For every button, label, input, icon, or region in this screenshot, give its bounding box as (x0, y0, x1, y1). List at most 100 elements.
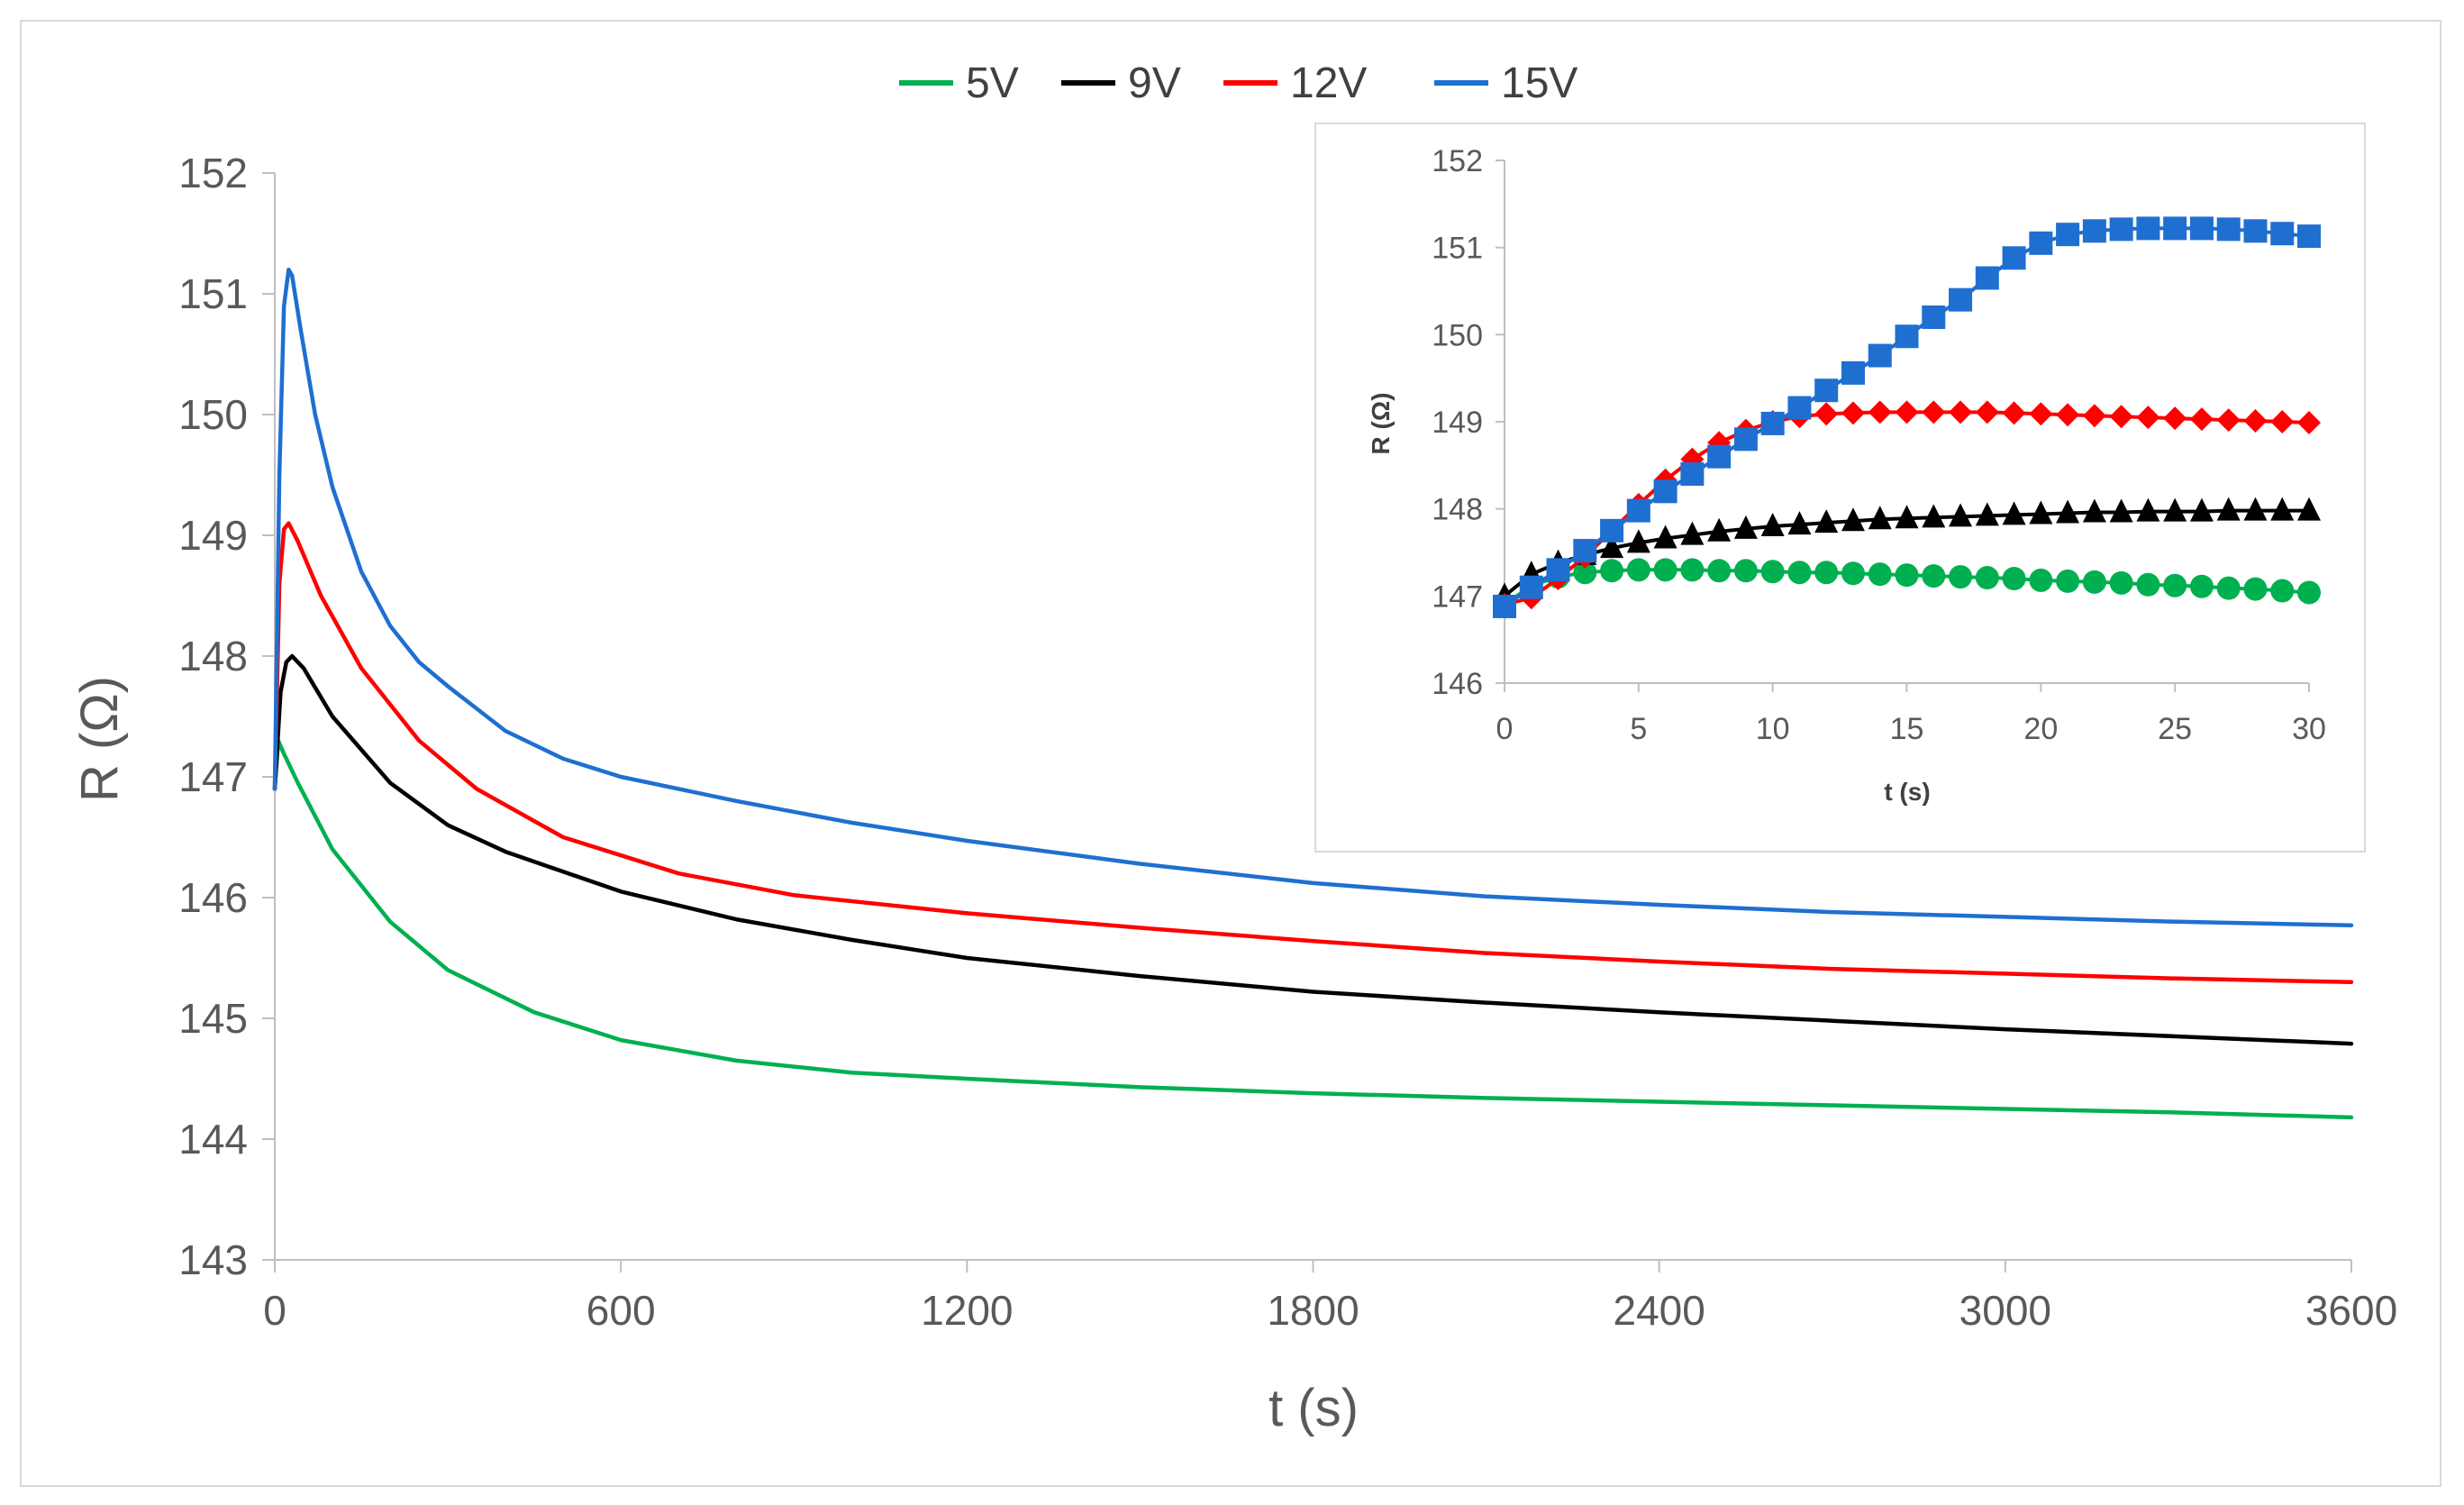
main-y-axis-title: R (Ω) (70, 676, 129, 802)
inset-point-12v (2189, 407, 2214, 432)
legend-label-5v: 5V (966, 59, 1019, 107)
inset-point-15v (1600, 518, 1624, 543)
main-y-tick-label: 150 (178, 391, 248, 438)
inset-point-5v (2216, 576, 2241, 600)
inset-y-tick-label: 148 (1432, 493, 1483, 527)
inset-point-9v (2029, 500, 2053, 524)
legend-item-5v[interactable]: 5V (899, 59, 1019, 107)
inset-y-tick-label: 146 (1432, 667, 1483, 701)
inset-point-9v (2243, 497, 2268, 521)
inset-point-15v (2136, 216, 2160, 241)
inset-point-9v (2297, 497, 2321, 521)
inset-point-5v (2136, 572, 2160, 597)
legend-label-12v: 12V (1290, 59, 1367, 107)
inset-point-12v (1895, 400, 1919, 424)
inset-point-12v (2002, 401, 2026, 425)
inset-point-5v (2297, 580, 2321, 605)
inset-point-5v (2243, 577, 2268, 601)
inset-y-tick-label: 147 (1432, 579, 1483, 614)
inset-point-15v (2216, 217, 2241, 242)
inset-point-5v (1600, 559, 1624, 583)
inset-point-5v (2029, 568, 2053, 592)
inset-point-5v (1680, 558, 1705, 582)
inset-x-tick-label: 10 (1756, 712, 1790, 746)
inset-point-5v (2270, 579, 2295, 603)
inset-point-9v (2136, 497, 2160, 522)
main-x-tick-label: 600 (586, 1287, 656, 1334)
legend-item-12v[interactable]: 12V (1223, 59, 1367, 107)
legend: 5V 9V 12V 15V (899, 59, 1578, 107)
inset-point-15v (1733, 427, 1758, 452)
main-x-tick-label: 3000 (1959, 1287, 2051, 1334)
main-y-tick-label: 147 (178, 753, 248, 800)
inset-point-15v (1680, 462, 1705, 486)
inset-point-5v (1787, 561, 1812, 585)
inset-point-15v (1814, 379, 1839, 403)
inset-point-9v (1626, 529, 1650, 553)
inset-point-15v (1868, 343, 1892, 368)
inset-point-9v (1733, 515, 1758, 539)
inset-point-9v (2189, 497, 2214, 522)
inset-point-12v (2136, 406, 2160, 430)
main-x-tick-label: 2400 (1613, 1287, 1705, 1334)
inset-point-5v (2056, 569, 2080, 593)
inset-point-12v (1922, 400, 1946, 424)
legend-item-15v[interactable]: 15V (1434, 59, 1578, 107)
inset-point-5v (1626, 558, 1650, 582)
inset-point-5v (1922, 564, 1946, 588)
inset-point-9v (1653, 524, 1678, 549)
inset-point-9v (1949, 503, 1973, 527)
inset-point-15v (1546, 558, 1570, 582)
inset-point-9v (2163, 497, 2187, 522)
inset-point-5v (1573, 561, 1597, 585)
inset-point-12v (2109, 405, 2133, 429)
inset-point-9v (1787, 511, 1812, 535)
main-y-tick-label: 149 (178, 512, 248, 559)
main-x-axis-title: t (s) (1268, 1379, 1359, 1437)
inset-point-5v (2082, 570, 2106, 594)
inset-x-tick-label: 25 (2158, 712, 2192, 746)
inset-point-9v (2002, 501, 2026, 525)
main-y-tick-label: 146 (178, 874, 248, 921)
inset-x-tick-label: 5 (1630, 712, 1647, 746)
inset-point-9v (1975, 502, 1999, 526)
inset-point-12v (1841, 401, 1865, 425)
inset-point-12v (2056, 403, 2080, 427)
legend-label-15v: 15V (1501, 59, 1578, 107)
inset-point-15v (1493, 594, 1516, 618)
inset-point-15v (1653, 479, 1678, 504)
main-y-tick-label: 148 (178, 633, 248, 680)
inset-point-5v (1841, 561, 1865, 586)
inset-point-15v (2002, 246, 2026, 270)
inset-point-9v (2082, 498, 2106, 523)
main-x-tick-label: 0 (263, 1287, 286, 1334)
inset-point-15v (2082, 219, 2106, 243)
inset-point-9v (2109, 498, 2133, 523)
inset-point-5v (1653, 558, 1678, 582)
inset-point-5v (2163, 573, 2187, 597)
series-line-15v (272, 267, 2354, 928)
inset-x-tick-label: 15 (1890, 712, 1924, 746)
inset-point-15v (2163, 216, 2187, 241)
inset-point-5v (1707, 559, 1732, 583)
inset-point-9v (1600, 534, 1624, 559)
inset-point-5v (1975, 566, 1999, 590)
inset-frame (1314, 123, 2366, 853)
inset-point-12v (1814, 402, 1839, 426)
inset-point-9v (1841, 507, 1865, 532)
inset-x-tick-label: 0 (1496, 712, 1514, 746)
inset-point-12v (2243, 409, 2268, 433)
inset-point-15v (1895, 324, 1919, 349)
inset-point-9v (1868, 506, 1892, 530)
inset-point-15v (2056, 223, 2080, 247)
inset-point-12v (2029, 402, 2053, 426)
inset-point-15v (1626, 498, 1650, 523)
legend-item-9v[interactable]: 9V (1061, 59, 1181, 107)
inset-point-15v (1975, 266, 1999, 290)
inset-point-9v (1680, 521, 1705, 545)
inset-point-5v (2002, 567, 2026, 590)
inset-point-5v (1895, 563, 1919, 588)
inset-point-15v (1922, 306, 1946, 329)
inset-point-9v (1760, 513, 1785, 536)
